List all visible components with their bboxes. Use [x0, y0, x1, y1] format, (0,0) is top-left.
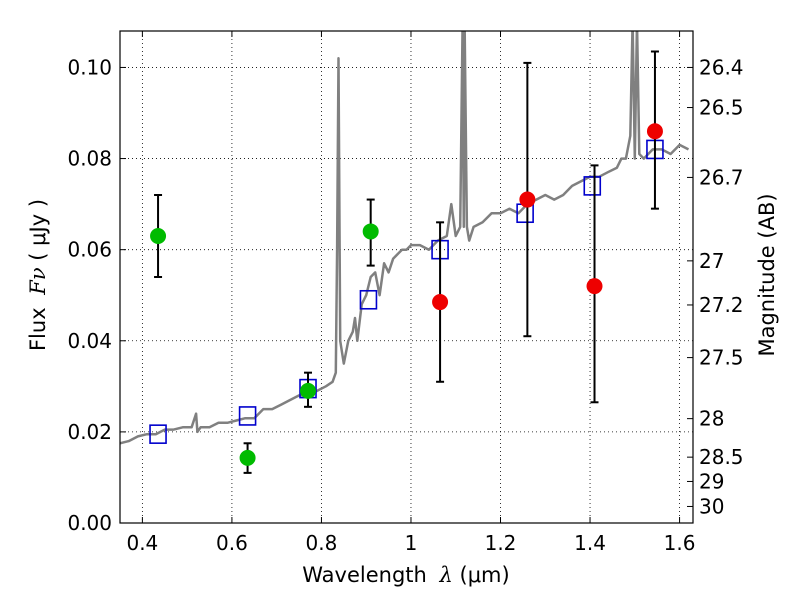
y-tick-labels: 0.00 0.02 0.04 0.06 0.08 0.10 [67, 55, 112, 535]
x-tick-labels: 0.4 0.6 0.8 1 1.2 1.4 1.6 [126, 531, 695, 555]
y-axis-label: Flux Fν ( μJy ) [26, 199, 50, 351]
x-tick-label: 1.4 [574, 531, 606, 555]
observed-flux-point [586, 278, 603, 295]
x-axis-label: Wavelength λ (μm) [302, 563, 509, 587]
y-tick-label: 0.06 [67, 238, 112, 262]
observed-flux-point [239, 449, 256, 466]
y-axis-label-unit: ( μJy ) [26, 199, 50, 267]
x-axis-label-unit: (μm) [453, 563, 510, 587]
y2-tick-label: 29 [699, 469, 724, 493]
x-tick-label: 1.6 [664, 531, 696, 555]
y-tick-label: 0.08 [67, 147, 112, 171]
y2-tick-label: 27.2 [699, 293, 744, 317]
y-tick-label: 0.04 [67, 329, 112, 353]
y2-tick-label: 27 [699, 249, 724, 273]
y2-tick-label: 30 [699, 494, 724, 518]
y-tick-label: 0.10 [67, 55, 112, 79]
y-tick-label: 0.02 [67, 420, 112, 444]
grid [120, 31, 693, 524]
observed-flux-point [150, 228, 167, 244]
model-flux-square [359, 289, 378, 310]
y2-tick-label: 26.5 [699, 96, 744, 120]
x-axis-label-symbol: λ [439, 563, 453, 587]
model-flux-square [238, 406, 257, 426]
x-tick-label: 0.6 [216, 531, 248, 555]
ticks [120, 31, 693, 524]
observed-flux-point [519, 191, 536, 208]
y2-tick-label: 26.7 [699, 165, 744, 189]
y2-axis-label: Magnitude (AB) [755, 193, 779, 356]
observed-flux-point [300, 382, 317, 399]
x-tick-label: 0.4 [126, 531, 158, 555]
y-axis-label-symbol: Fν [26, 267, 50, 296]
x-axis-label-prefix: Wavelength [302, 563, 433, 587]
plot-frame [119, 30, 694, 524]
template-spectrum-line [120, 31, 690, 445]
y2-tick-label: 26.4 [699, 55, 744, 79]
model-flux-square [149, 424, 167, 444]
y-axis-label-prefix: Flux [26, 301, 50, 351]
observed-flux-point [646, 123, 663, 140]
model-flux-square [583, 176, 602, 196]
observed-flux-point [362, 223, 379, 240]
x-tick-label: 1.2 [485, 531, 517, 555]
observed-flux-point [432, 294, 449, 311]
y2-tick-label: 28 [699, 407, 724, 431]
x-tick-label: 1 [405, 531, 418, 555]
plot-area [120, 31, 690, 474]
y2-tick-label: 28.5 [699, 445, 744, 469]
y-tick-label: 0.00 [67, 511, 112, 535]
x-tick-label: 0.8 [306, 531, 338, 555]
y2-tick-label: 27.5 [699, 346, 744, 370]
